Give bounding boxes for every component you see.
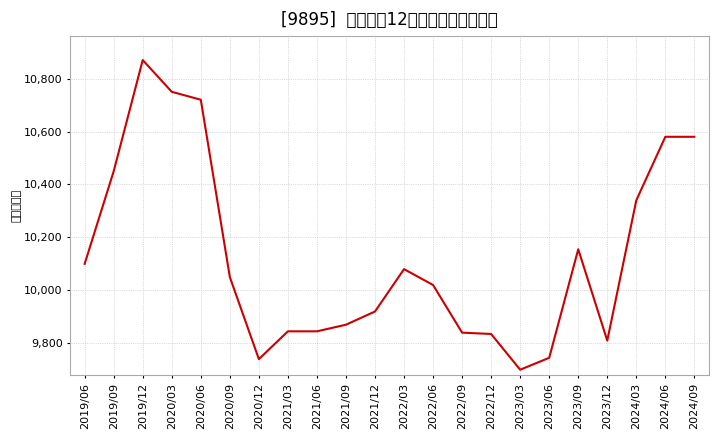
Y-axis label: （百万円）: （百万円） bbox=[11, 189, 21, 222]
Title: [9895]  売上高の12か月移動合計の推移: [9895] 売上高の12か月移動合計の推移 bbox=[281, 11, 498, 29]
